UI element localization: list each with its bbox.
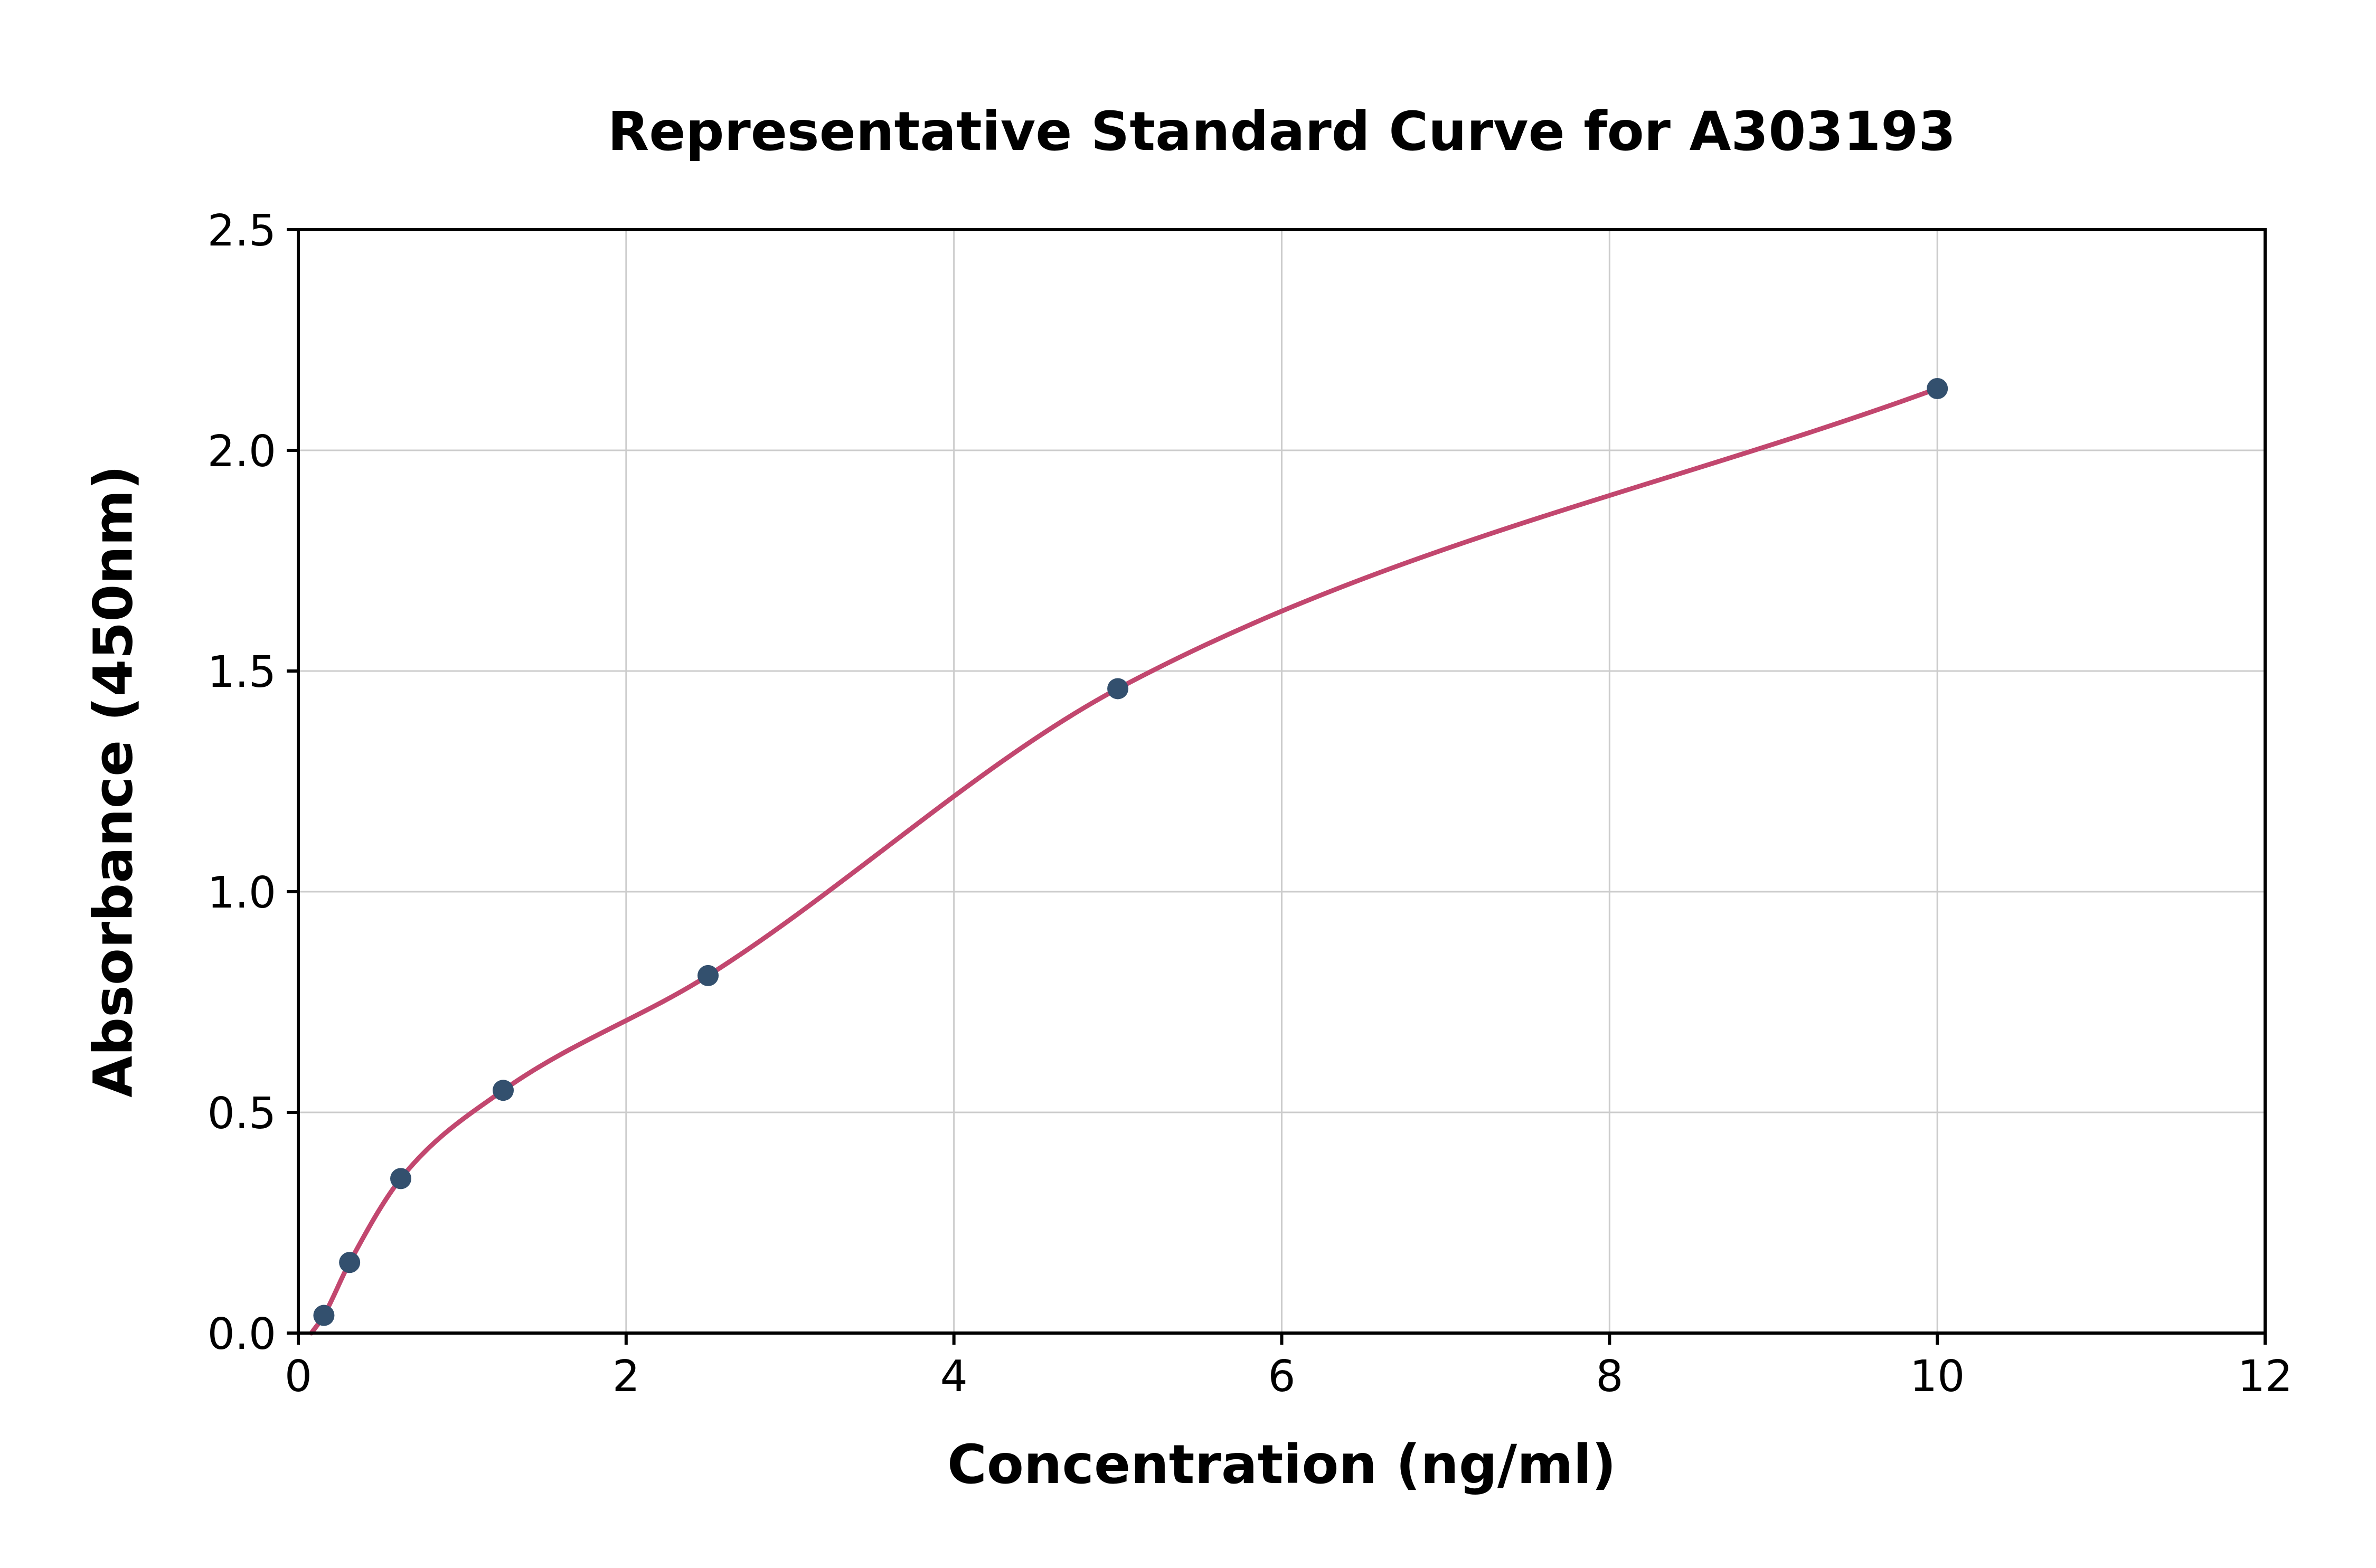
x-tick-label: 2 (612, 1352, 640, 1402)
x-tick-label: 10 (1910, 1352, 1965, 1402)
x-axis-label: Concentration (ng/ml) (947, 1433, 1616, 1496)
y-tick-label: 1.5 (208, 647, 276, 697)
chart-title: Representative Standard Curve for A30319… (607, 100, 1956, 163)
fit-curve (309, 386, 1940, 1336)
x-tick-label: 4 (940, 1352, 968, 1402)
axes-frame (297, 228, 2267, 1335)
data-point (1107, 678, 1129, 700)
y-tick-label: 2.5 (208, 206, 276, 256)
y-tick-label: 0.0 (208, 1309, 276, 1359)
data-point (1927, 377, 1948, 399)
data-point (493, 1080, 514, 1101)
x-tick-label: 6 (1268, 1352, 1295, 1402)
data-point (697, 965, 719, 986)
x-tick-label: 0 (285, 1352, 312, 1402)
y-tick-label: 0.5 (208, 1089, 276, 1139)
data-point (339, 1252, 361, 1273)
x-tick-label: 12 (2238, 1352, 2293, 1402)
y-tick-label: 1.0 (208, 868, 276, 918)
data-point (313, 1305, 335, 1326)
y-tick-label: 2.0 (208, 427, 276, 477)
x-tick-label: 8 (1596, 1352, 1623, 1402)
data-point (390, 1168, 412, 1189)
